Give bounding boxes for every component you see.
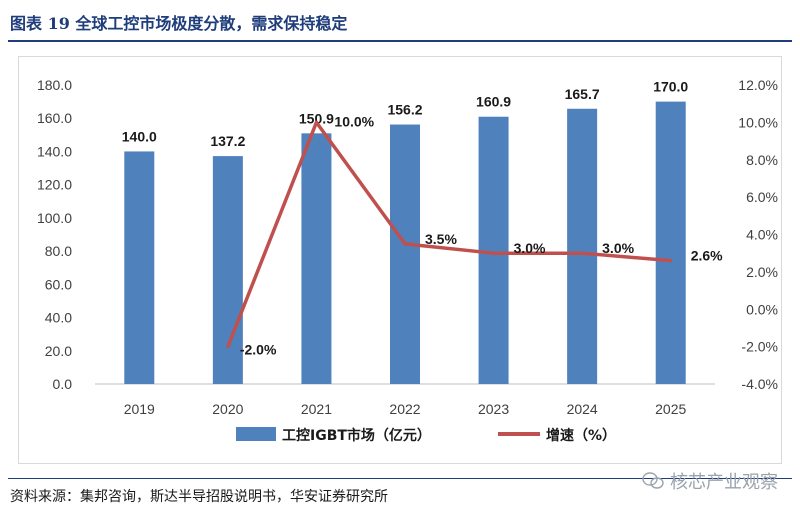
left-axis-tick-label: 160.0 bbox=[37, 110, 72, 126]
watermark: 核芯产业观察 bbox=[642, 468, 778, 494]
x-axis-tick-label: 2023 bbox=[478, 401, 509, 417]
right-axis-tick-label: 4.0% bbox=[746, 227, 778, 243]
right-axis-tick-label: -2.0% bbox=[741, 339, 778, 355]
x-axis-tick-label: 2022 bbox=[389, 401, 420, 417]
legend-bar-label: 工控IGBT市场（亿元） bbox=[282, 427, 431, 444]
x-axis-tick-label: 2019 bbox=[124, 401, 155, 417]
bar bbox=[212, 156, 243, 384]
right-axis-tick-label: 12.0% bbox=[738, 77, 778, 93]
bar bbox=[301, 133, 332, 384]
figure-title: 图表 19 全球工控市场极度分散，需求保持稳定 bbox=[10, 14, 348, 33]
left-axis-tick-label: 20.0 bbox=[45, 343, 72, 359]
legend-bar-swatch bbox=[236, 427, 276, 441]
left-axis-tick-label: 60.0 bbox=[45, 276, 72, 292]
bar bbox=[124, 151, 155, 384]
line-point bbox=[669, 259, 673, 263]
right-axis-tick-label: 6.0% bbox=[746, 189, 778, 205]
legend-line-label: 增速（%） bbox=[546, 427, 616, 444]
watermark-text: 核芯产业观察 bbox=[670, 472, 778, 493]
x-axis-tick-label: 2025 bbox=[655, 401, 686, 417]
combo-chart: 0.0 20.0 40.0 60.0 80.0 100.0 120.0 140.0 160.0 1… bbox=[37, 77, 778, 444]
bar-data-label: 160.9 bbox=[476, 94, 511, 110]
line-data-label: 3.0% bbox=[602, 240, 634, 256]
left-axis-tick-label: 120.0 bbox=[37, 177, 72, 193]
left-axis-tick-label: 100.0 bbox=[37, 210, 72, 226]
bar-data-label: 156.2 bbox=[387, 102, 422, 118]
line-point bbox=[492, 251, 496, 255]
growth-line bbox=[226, 120, 671, 348]
line-data-label: 10.0% bbox=[334, 113, 374, 129]
bar-data-label: 140.0 bbox=[122, 128, 157, 144]
line-data-label: -2.0% bbox=[240, 342, 277, 358]
line-point bbox=[314, 120, 318, 124]
x-axis-tick-label: 2020 bbox=[212, 401, 243, 417]
line-data-label: 3.5% bbox=[425, 231, 457, 247]
bar-data-label: 137.2 bbox=[210, 133, 245, 149]
bar bbox=[478, 116, 509, 384]
line-data-label: 2.6% bbox=[691, 248, 723, 264]
wechat-icon bbox=[642, 472, 664, 489]
line-data-label: 3.0% bbox=[514, 240, 546, 256]
left-axis-tick-label: 40.0 bbox=[45, 310, 72, 326]
right-axis-tick-label: 10.0% bbox=[738, 114, 778, 130]
chart-frame bbox=[18, 56, 782, 464]
left-axis-tick-label: 0.0 bbox=[53, 376, 73, 392]
bar-data-label: 170.0 bbox=[653, 79, 688, 95]
x-axis-tick-label: 2021 bbox=[301, 401, 332, 417]
left-axis-tick-label: 140.0 bbox=[37, 143, 72, 159]
right-axis-tick-label: -4.0% bbox=[741, 376, 778, 392]
source-divider bbox=[8, 478, 792, 479]
source-note: 资料来源：集邦咨询，斯达半导招股说明书，华安证券研究所 bbox=[10, 489, 388, 505]
bar bbox=[567, 108, 598, 384]
right-axis-tick-label: 2.0% bbox=[746, 264, 778, 280]
left-axis-tick-label: 80.0 bbox=[45, 243, 72, 259]
bar bbox=[390, 124, 420, 384]
left-axis-tick-label: 180.0 bbox=[37, 77, 72, 93]
bar-data-label: 165.7 bbox=[565, 86, 600, 102]
right-axis-tick-label: 8.0% bbox=[746, 152, 778, 168]
line-point bbox=[226, 345, 230, 349]
x-axis-tick-label: 2024 bbox=[567, 401, 598, 417]
line-point bbox=[580, 251, 584, 255]
bar-data-label: 150.9 bbox=[299, 110, 334, 126]
right-axis-tick-label: 0.0% bbox=[746, 301, 778, 317]
bar bbox=[655, 101, 686, 384]
title-divider bbox=[8, 40, 792, 42]
line-point bbox=[403, 242, 407, 246]
